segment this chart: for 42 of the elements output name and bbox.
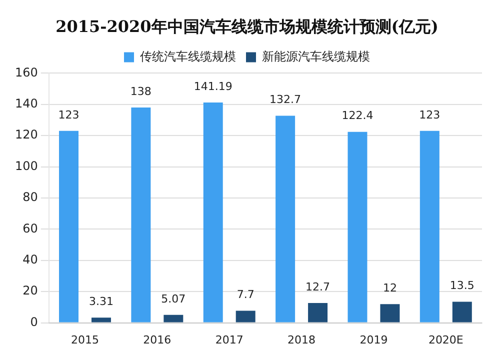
data-label: 13.5 (450, 279, 474, 292)
data-label: 122.4 (342, 109, 374, 122)
x-tick-label: 2019 (360, 333, 388, 346)
y-tick-label: 40 (22, 252, 38, 267)
data-label: 138 (130, 84, 152, 98)
data-label: 123 (58, 108, 80, 122)
x-tick-label: 2018 (288, 333, 316, 346)
legend-label: 新能源汽车线缆规模 (262, 49, 370, 64)
bar (452, 302, 472, 322)
y-tick-label: 120 (15, 128, 38, 142)
y-tick-label: 20 (22, 284, 38, 298)
bar (59, 130, 78, 322)
y-tick-label: 100 (15, 158, 38, 173)
data-label: 5.07 (161, 292, 186, 306)
y-tick-label: 0 (30, 314, 38, 329)
data-label: 3.31 (88, 294, 114, 308)
data-label: 7.7 (236, 288, 254, 302)
data-label: 123 (419, 108, 440, 122)
x-tick-label: 2017 (215, 333, 244, 346)
y-tick-label: 160 (15, 65, 38, 80)
bar (348, 132, 368, 322)
legend-label: 传统汽车线缆规模 (140, 49, 236, 64)
bar (164, 314, 184, 322)
bar (308, 302, 328, 322)
x-tick-label: 2020E (428, 333, 464, 346)
y-tick-label: 60 (22, 221, 38, 236)
x-tick-label: 2016 (143, 333, 172, 346)
bar (380, 304, 400, 322)
y-tick-label: 80 (22, 190, 38, 204)
bar (236, 310, 256, 322)
x-tick-label: 2015 (70, 333, 99, 346)
bar (91, 318, 111, 322)
data-label: 141.19 (194, 80, 232, 93)
data-label: 12.7 (306, 280, 330, 294)
data-label: 12 (382, 281, 397, 294)
bar (131, 108, 151, 322)
data-label: 132.7 (270, 93, 302, 106)
y-tick-label: 140 (15, 96, 38, 111)
bar (276, 116, 296, 322)
bar (203, 102, 223, 322)
chart-title: 2015-2020年中国汽车线缆市场规模统计预测(亿元) (56, 16, 438, 36)
bar (420, 130, 440, 322)
